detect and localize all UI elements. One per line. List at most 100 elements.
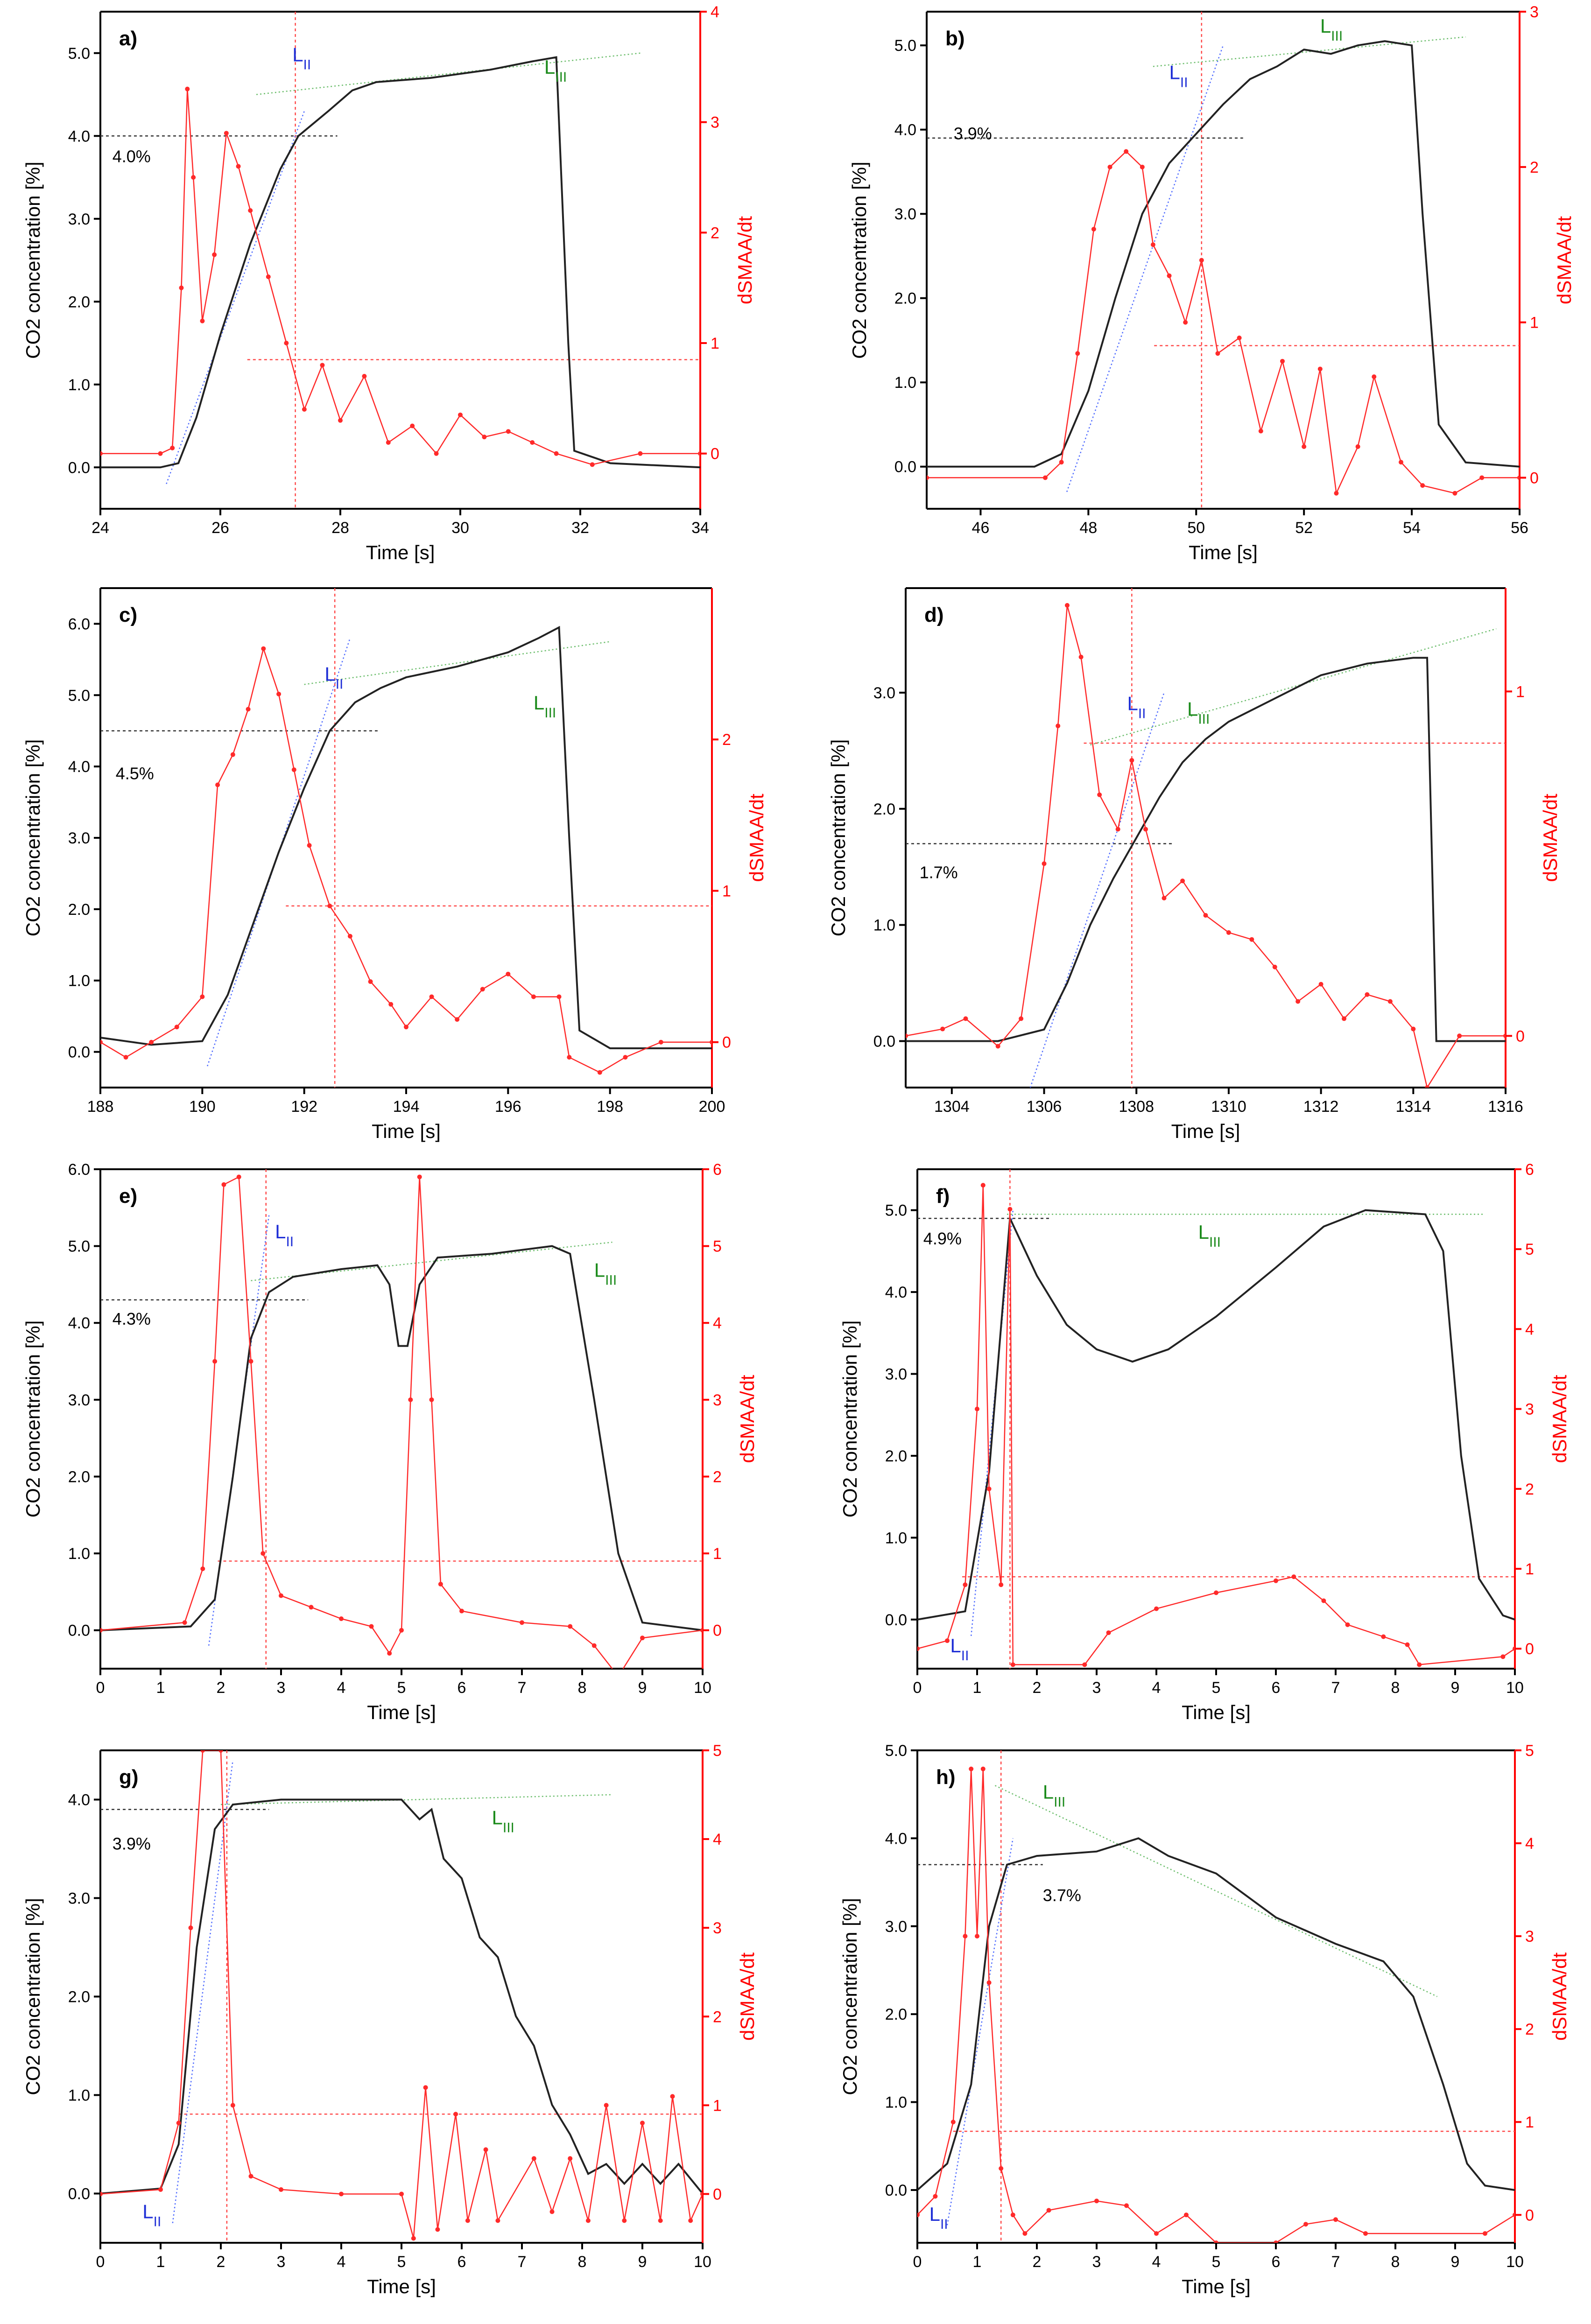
line-II-label-sub: II bbox=[961, 1648, 969, 1663]
y-right-tick-label: 2 bbox=[722, 731, 731, 749]
y-right-tick-label: 3 bbox=[1530, 3, 1539, 21]
y-right-axis-title: dSMAA/dt bbox=[734, 216, 756, 304]
y-right-tick-label: 1 bbox=[1530, 314, 1539, 332]
dsmaa-point bbox=[933, 2194, 938, 2199]
y-left-tick-label: 2.0 bbox=[68, 1988, 90, 2006]
dsmaa-point bbox=[969, 1766, 974, 1771]
x-tick-label: 10 bbox=[694, 1679, 711, 1697]
x-tick-label: 196 bbox=[495, 1098, 521, 1116]
line-III-label-main: L bbox=[492, 1806, 503, 1828]
line-II-label-main: L bbox=[292, 44, 303, 66]
dsmaa-point bbox=[1150, 242, 1155, 247]
y-left-tick-label: 0.0 bbox=[68, 459, 90, 477]
line-II-label-main: L bbox=[929, 2203, 940, 2225]
dsmaa-point bbox=[495, 2218, 500, 2223]
dsmaa-point bbox=[266, 274, 271, 279]
dsmaa-point bbox=[1199, 258, 1204, 263]
tangent-line-II bbox=[1066, 45, 1224, 492]
dsmaa-point bbox=[230, 2103, 235, 2108]
chart-panel-g: 0 1 2 3 4 5 6 7 8 9 10 0.0 1.0 2.0 3.0 4.0 0 1 2 3 4 5 Time [s… bbox=[22, 1742, 758, 2297]
dsmaa-point bbox=[597, 1070, 602, 1075]
x-tick-label: 48 bbox=[1079, 519, 1097, 537]
x-axis-title: Time [s] bbox=[367, 2275, 436, 2297]
line-III-label-sub: III bbox=[555, 70, 567, 85]
dsmaa-point bbox=[1115, 827, 1120, 832]
x-tick-label: 4 bbox=[337, 1679, 346, 1697]
y-right-tick-label: 5 bbox=[713, 1238, 722, 1256]
x-tick-label: 3 bbox=[277, 1679, 286, 1697]
y-right-axis-title: dSMAA/dt bbox=[1549, 1952, 1570, 2041]
dsmaa-point bbox=[215, 782, 220, 787]
y-right-tick-label: 2 bbox=[1530, 159, 1539, 176]
dsmaa-point bbox=[246, 707, 251, 712]
x-tick-label: 5 bbox=[397, 2253, 406, 2271]
dsmaa-point bbox=[1180, 878, 1185, 884]
dsmaa-point bbox=[1334, 491, 1339, 496]
dsmaa-point bbox=[1479, 475, 1485, 480]
co2-series-line bbox=[100, 56, 700, 469]
panel-label: e) bbox=[119, 1185, 137, 1208]
dsmaa-point bbox=[623, 1055, 628, 1060]
dsmaa-point bbox=[980, 1766, 986, 1771]
dsmaa-point bbox=[284, 341, 289, 345]
x-axis-title: Time [s] bbox=[1189, 541, 1258, 563]
y-right-axis-title: dSMAA/dt bbox=[1553, 216, 1575, 304]
dsmaa-point bbox=[368, 979, 373, 984]
dsmaa-point bbox=[1215, 351, 1220, 356]
dsmaa-point bbox=[975, 1406, 979, 1411]
dsmaa-point bbox=[417, 1174, 422, 1180]
dsmaa-point bbox=[1457, 1033, 1462, 1039]
dsmaa-series-line bbox=[100, 646, 712, 1074]
dsmaa-point bbox=[1452, 491, 1457, 496]
dsmaa-point bbox=[1064, 603, 1070, 608]
dsmaa-point bbox=[622, 2218, 627, 2223]
threshold-label: 4.9% bbox=[923, 1229, 962, 1248]
y-left-tick-label: 0.0 bbox=[68, 2185, 90, 2203]
dsmaa-point bbox=[1022, 2231, 1028, 2236]
dsmaa-point bbox=[1411, 1026, 1416, 1032]
y-left-tick-label: 5.0 bbox=[885, 1202, 907, 1220]
y-left-tick-label: 2.0 bbox=[873, 800, 895, 818]
dsmaa-point bbox=[640, 1636, 645, 1641]
chart-panel-c: 188 190 192 194 196 198 200 0.0 1.0 2.0 3.0 4.0 5.0 6… bbox=[22, 587, 767, 1142]
dsmaa-point bbox=[261, 646, 266, 651]
dsmaa-point bbox=[1372, 374, 1377, 379]
y-left-tick-label: 4.0 bbox=[885, 1830, 907, 1847]
tangent-line-III bbox=[1090, 628, 1497, 746]
line-II-label-sub: II bbox=[940, 2216, 948, 2232]
dsmaa-point bbox=[1405, 1642, 1410, 1647]
x-tick-label: 3 bbox=[1092, 2253, 1101, 2271]
y-left-axis-title: CO2 concentration [%] bbox=[22, 161, 44, 359]
y-left-axis-title: CO2 concentration [%] bbox=[22, 1320, 44, 1518]
panel-label: c) bbox=[119, 604, 137, 626]
x-tick-label: 4 bbox=[1152, 2253, 1161, 2271]
y-left-axis-title: CO2 concentration [%] bbox=[827, 739, 849, 937]
dsmaa-point bbox=[549, 2209, 555, 2214]
co2-series-line bbox=[927, 40, 1520, 468]
dsmaa-point bbox=[1321, 1598, 1326, 1603]
line-III-label-main: L bbox=[1187, 698, 1198, 720]
x-tick-label: 1 bbox=[973, 1679, 982, 1697]
x-tick-label: 1308 bbox=[1119, 1098, 1154, 1116]
y-left-axis-title: CO2 concentration [%] bbox=[839, 1898, 861, 2095]
y-right-tick-label: 1 bbox=[1516, 683, 1525, 701]
y-right-tick-label: 5 bbox=[1525, 1742, 1534, 1760]
line-III-label-sub: III bbox=[544, 705, 556, 720]
dsmaa-point bbox=[688, 2218, 693, 2223]
y-right-tick-label: 1 bbox=[722, 882, 731, 900]
y-right-tick-label: 1 bbox=[711, 335, 719, 352]
dsmaa-point bbox=[218, 1750, 223, 1753]
y-left-tick-label: 1.0 bbox=[68, 1545, 90, 1563]
tangent-line-III bbox=[994, 1785, 1438, 1997]
y-left-tick-label: 5.0 bbox=[894, 37, 916, 55]
dsmaa-point bbox=[917, 1646, 920, 1651]
line-II-label: LII bbox=[324, 663, 343, 692]
dsmaa-series-line bbox=[917, 1185, 1515, 1665]
dsmaa-point bbox=[963, 1016, 968, 1021]
dsmaa-point bbox=[1007, 1207, 1013, 1212]
dsmaa-point bbox=[906, 1033, 908, 1039]
dsmaa-point bbox=[100, 2191, 103, 2197]
dsmaa-point bbox=[404, 1025, 408, 1030]
x-tick-label: 5 bbox=[397, 1679, 406, 1697]
y-left-tick-label: 5.0 bbox=[68, 45, 90, 63]
